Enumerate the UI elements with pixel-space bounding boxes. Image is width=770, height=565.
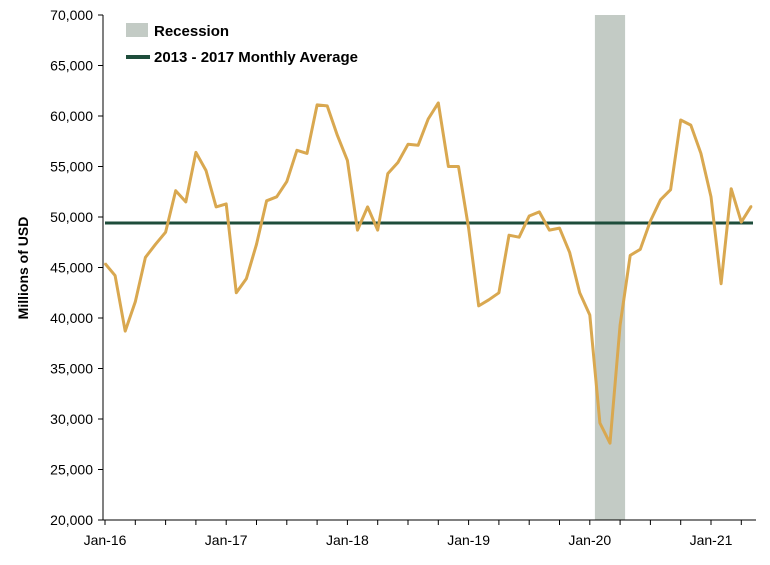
data-point [659,199,662,201]
data-point [457,165,460,168]
data-point [538,211,541,213]
x-tick-label: Jan-20 [568,532,611,548]
data-point [296,149,298,152]
data-point [720,282,722,285]
data-point [669,188,672,191]
data-point [144,256,147,259]
x-tick-label: Jan-19 [447,532,490,548]
data-point [255,243,258,246]
data-point [679,119,682,121]
y-tick-label: 45,000 [50,260,93,276]
data-point [619,324,621,326]
y-tick-label: 40,000 [50,310,93,326]
data-point [609,442,611,445]
data-point [235,291,238,294]
legend-recession-label: Recession [154,23,229,40]
data-point [366,206,369,208]
x-tick-label: Jan-17 [205,532,248,548]
data-point [578,291,581,294]
x-tick-labels: Jan-16 Jan-17 Jan-18 Jan-19 Jan-20 Jan-21 [84,532,733,548]
axes-layer [98,14,756,525]
data-point [245,277,248,280]
data-point [690,124,692,126]
data-point [275,196,278,198]
x-tick-label: Jan-21 [690,532,733,548]
data-point [346,159,349,162]
data-point [407,143,409,146]
x-tick-label: Jan-16 [84,532,127,548]
data-point [417,144,419,147]
data-point [437,102,440,104]
data-point [387,172,389,175]
data-point [710,196,712,198]
y-tick-label: 55,000 [50,159,93,175]
y-tick-label: 30,000 [50,411,93,427]
data-point [589,314,591,316]
data-point [568,251,571,254]
data-point [356,229,359,231]
y-tick-label: 60,000 [50,108,93,124]
data-point [336,134,339,136]
y-axis-title: Millions of USD [15,217,31,320]
data-point [154,243,157,246]
data-point [326,105,329,107]
data-point [730,187,732,190]
data-point [528,215,530,217]
data-point [427,118,430,120]
data-point [548,229,551,231]
data-point [488,299,490,301]
series-line [103,101,753,445]
data-point [104,262,106,265]
data-point [114,274,116,277]
data-point [518,236,520,238]
data-point [134,301,137,303]
data-point [316,104,318,106]
data-point [740,221,743,223]
y-tick-label: 70,000 [50,7,93,23]
data-point [306,152,308,155]
data-point [558,227,561,229]
y-tick-label: 20,000 [50,512,93,528]
y-tick-label: 50,000 [50,209,93,225]
legend-recession-swatch [126,23,148,37]
y-tick-label: 25,000 [50,462,93,478]
data-point [629,254,631,257]
data-point [447,165,450,168]
series-layer [103,101,753,445]
data-point [750,205,753,207]
data-point [205,169,207,172]
data-point [649,220,652,222]
data-point [265,200,268,202]
data-point [195,151,197,154]
data-point [215,206,217,208]
data-point [124,330,126,332]
data-point [174,189,177,192]
data-point [639,248,642,251]
data-point [376,229,379,231]
data-point [164,231,167,233]
data-point [498,291,500,294]
data-point [185,201,187,203]
y-tick-labels: 20,000 25,000 30,000 35,000 40,000 45,000 50,0… [50,7,93,528]
data-point [477,305,480,307]
data-point [397,161,399,164]
legend-average-label: 2013 - 2017 Monthly Average [154,49,358,66]
legend: Recession 2013 - 2017 Monthly Average [126,23,358,66]
y-tick-label: 65,000 [50,58,93,74]
data-point [467,227,470,229]
x-tick-label: Jan-18 [326,532,369,548]
data-point [225,203,227,205]
data-point [286,180,288,183]
data-point [508,234,510,236]
data-point [599,422,601,424]
y-tick-label: 35,000 [50,361,93,377]
data-point [700,152,702,155]
